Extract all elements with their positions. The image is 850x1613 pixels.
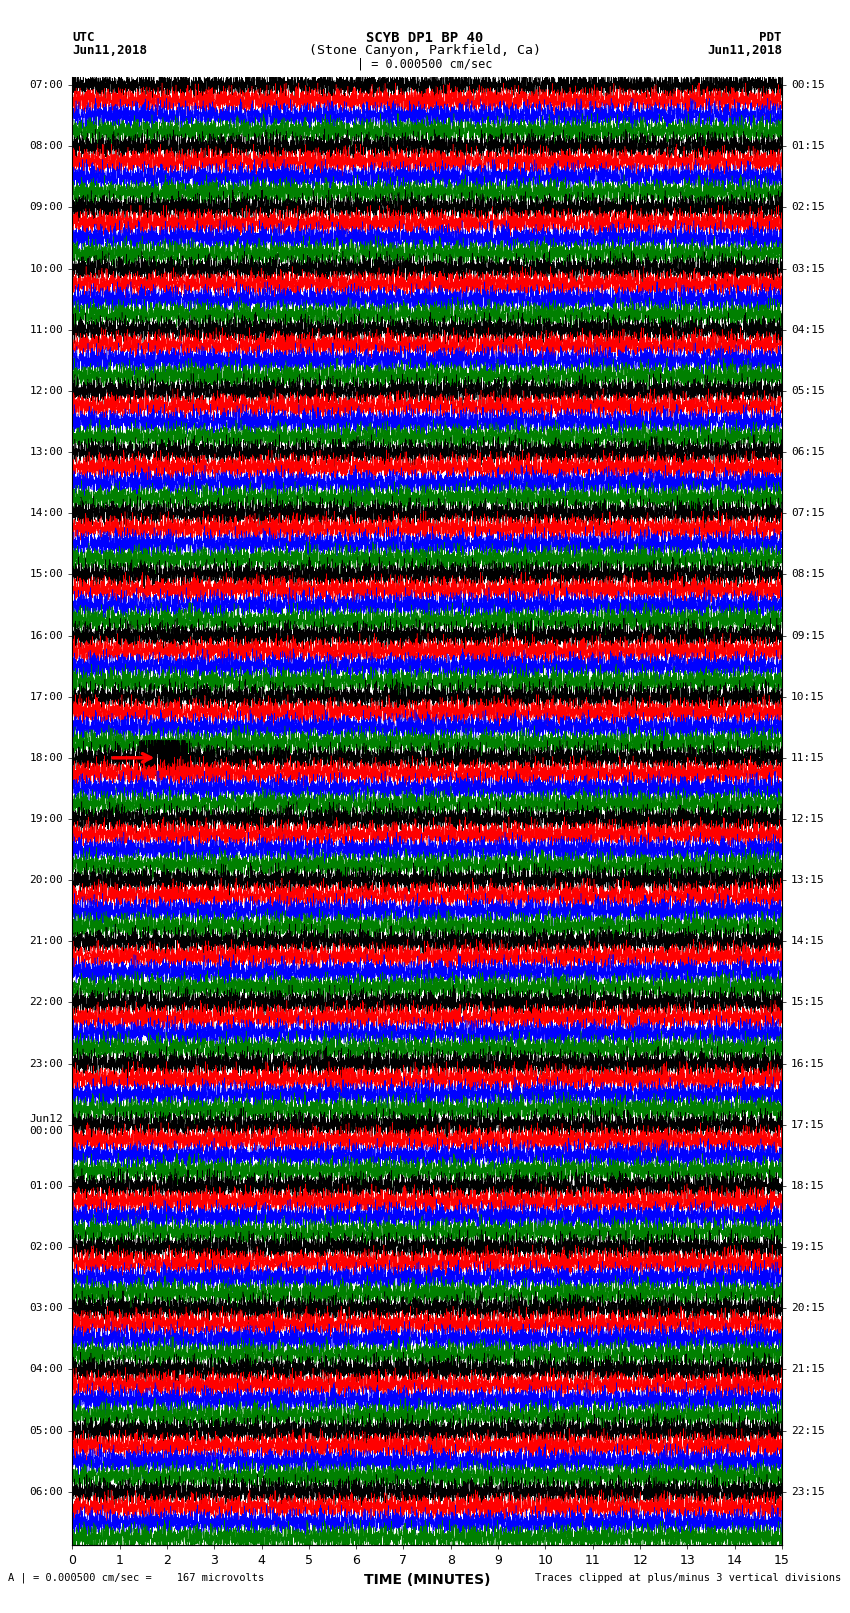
Text: | = 0.000500 cm/sec: | = 0.000500 cm/sec xyxy=(357,56,493,71)
Text: UTC: UTC xyxy=(72,31,94,45)
Text: (Stone Canyon, Parkfield, Ca): (Stone Canyon, Parkfield, Ca) xyxy=(309,44,541,58)
Text: Jun11,2018: Jun11,2018 xyxy=(72,44,147,58)
Text: Traces clipped at plus/minus 3 vertical divisions: Traces clipped at plus/minus 3 vertical … xyxy=(536,1573,842,1582)
Text: SCYB DP1 BP 40: SCYB DP1 BP 40 xyxy=(366,31,484,45)
X-axis label: TIME (MINUTES): TIME (MINUTES) xyxy=(364,1573,490,1587)
Text: A | = 0.000500 cm/sec =    167 microvolts: A | = 0.000500 cm/sec = 167 microvolts xyxy=(8,1573,264,1582)
Text: Jun11,2018: Jun11,2018 xyxy=(707,44,782,58)
Text: PDT: PDT xyxy=(760,31,782,45)
